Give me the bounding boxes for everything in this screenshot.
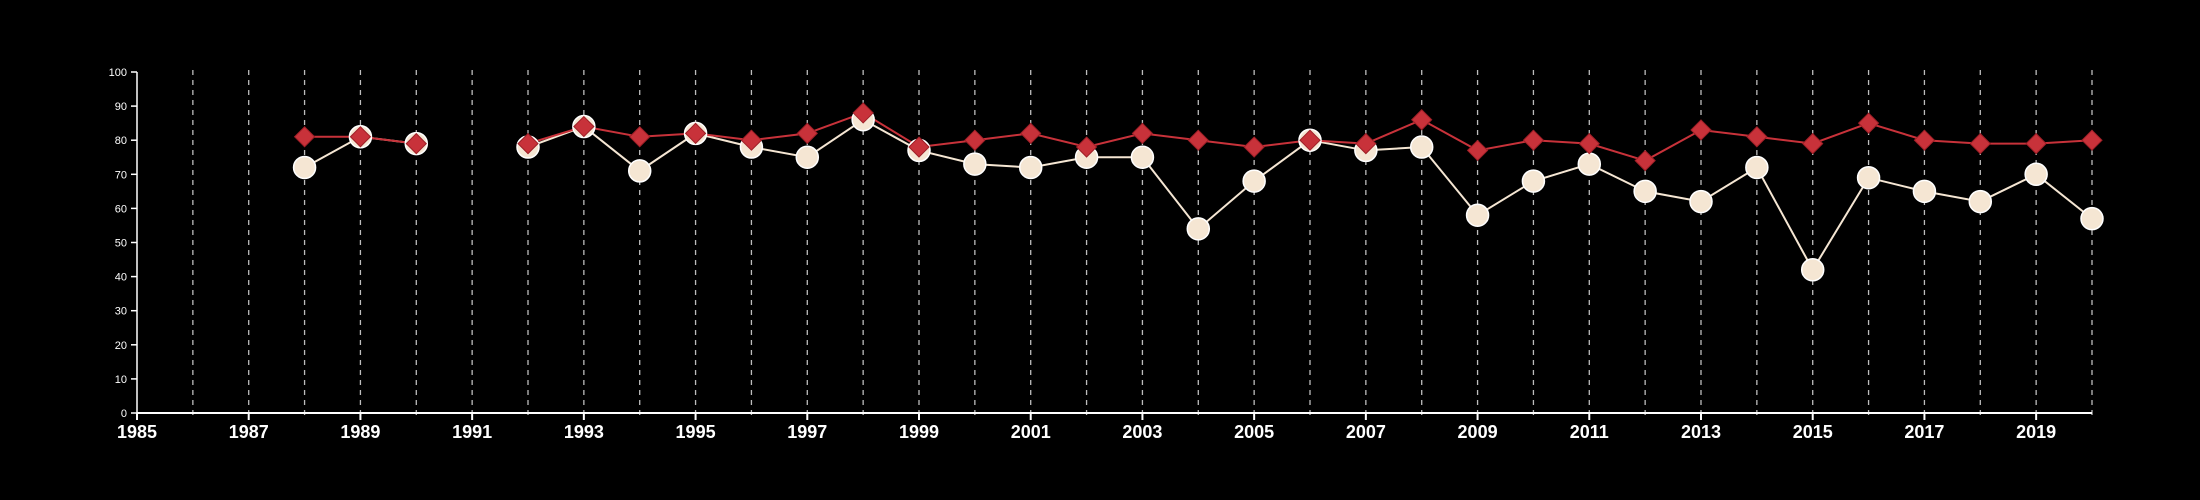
series-0-point-2012	[1634, 149, 1656, 172]
x-tick-label-2019: 2019	[2016, 422, 2056, 442]
series-0-point-1993	[573, 115, 595, 138]
series-0-point-1988	[293, 126, 316, 148]
series-1-point-2011	[1577, 152, 1602, 176]
series-0-point-2013	[1690, 119, 1712, 141]
series-1-point-2014	[1745, 155, 1769, 180]
x-tick-label-2007: 2007	[1346, 422, 1386, 442]
vertical-grid	[192, 70, 2093, 419]
x-tick-label-1987: 1987	[229, 422, 269, 442]
series-0-point-2019	[2025, 132, 2047, 155]
series-1-point-2010	[1521, 169, 1546, 193]
x-tick-label-1991: 1991	[452, 422, 492, 442]
series-1-point-2015	[1800, 258, 1825, 282]
series-0-point-1999	[908, 136, 930, 158]
series-0-point-2015	[1802, 132, 1824, 155]
series-1-point-2020	[2080, 206, 2104, 231]
series-0-point-1994	[629, 126, 651, 148]
series-1-point-2017	[1912, 179, 1937, 204]
y-tick-label-10: 10	[115, 374, 127, 386]
axes: 0 10 20 30 40 50 60 70 80 90 100 1985 1987 1989 1991 19…	[109, 67, 2092, 442]
series-0-point-2004	[1187, 129, 1209, 151]
series-0-point-2007	[1355, 132, 1377, 155]
series-0-point-2014	[1746, 126, 1768, 148]
series-1-point-2012	[1633, 179, 1657, 204]
x-tick-label-2009: 2009	[1458, 422, 1498, 442]
series-1-point-2003	[1130, 145, 1155, 169]
series-1-point-2009	[1465, 203, 1490, 227]
y-tick-label-70: 70	[115, 169, 127, 181]
x-tick-label-1993: 1993	[564, 422, 604, 442]
series-0-point-2010	[1522, 129, 1545, 151]
series-0-point-1989	[349, 126, 372, 148]
series-1-point-2019	[2024, 162, 2048, 187]
series-0-point-2011	[1578, 132, 1600, 155]
series-0-point-2009	[1466, 139, 1489, 162]
series-0-point-1997	[796, 122, 818, 145]
series-0-point-2000	[964, 129, 986, 151]
y-tick-label-20: 20	[115, 340, 127, 352]
x-tick-label-1989: 1989	[340, 422, 380, 442]
series-1-point-2018	[1968, 189, 1993, 214]
x-tick-label-1995: 1995	[676, 422, 716, 442]
series-1-point-2016	[1856, 165, 1881, 190]
series-0-point-1992	[517, 132, 539, 155]
series-1-point-2000	[963, 152, 987, 176]
y-tick-label-50: 50	[115, 238, 127, 250]
series-0-point-2017	[1913, 129, 1936, 151]
y-tick-label-90: 90	[115, 101, 127, 113]
series-1-point-2008	[1409, 135, 1434, 159]
series-1-point-1988	[292, 155, 317, 180]
series-1-point-1997	[795, 145, 820, 169]
series-0-point-1996	[740, 129, 763, 151]
series-markers	[292, 102, 2104, 282]
series-0-point-2016	[1857, 112, 1880, 134]
series-0-point-1990	[405, 132, 427, 155]
y-tick-label-40: 40	[115, 272, 127, 284]
series-1-point-2001	[1018, 155, 1043, 180]
series-1-point-1994	[627, 159, 652, 183]
series-0-point-2003	[1131, 122, 1154, 145]
y-tick-label-0: 0	[121, 408, 127, 420]
series-0-point-2018	[1969, 132, 1991, 155]
series-1-point-2004	[1186, 217, 1211, 241]
series-0-point-1995	[684, 122, 707, 145]
x-tick-label-2013: 2013	[1681, 422, 1721, 442]
y-tick-label-30: 30	[115, 306, 127, 318]
x-tick-label-2015: 2015	[1793, 422, 1833, 442]
series-0-point-2001	[1020, 122, 1042, 145]
series-0-point-2005	[1243, 136, 1265, 158]
series-1-point-2013	[1689, 189, 1713, 214]
x-tick-label-2003: 2003	[1122, 422, 1162, 442]
x-tick-label-2011: 2011	[1570, 422, 1609, 442]
x-tick-label-1997: 1997	[787, 422, 827, 442]
series-0-point-1998	[852, 102, 874, 124]
x-tick-label-2001: 2001	[1011, 422, 1051, 442]
y-tick-label-80: 80	[115, 135, 127, 147]
series-0-point-2002	[1075, 136, 1098, 158]
x-tick-label-1985: 1985	[117, 422, 157, 442]
x-tick-label-2017: 2017	[1904, 422, 1944, 442]
y-tick-label-100: 100	[109, 67, 127, 79]
series-0-point-2020	[2081, 129, 2103, 151]
series-0-point-2006	[1299, 129, 1321, 151]
series-1-point-2005	[1242, 169, 1266, 193]
x-tick-label-1999: 1999	[899, 422, 939, 442]
x-tick-label-2005: 2005	[1234, 422, 1274, 442]
y-tick-label-60: 60	[115, 203, 127, 215]
series-0-point-2008	[1411, 109, 1433, 131]
